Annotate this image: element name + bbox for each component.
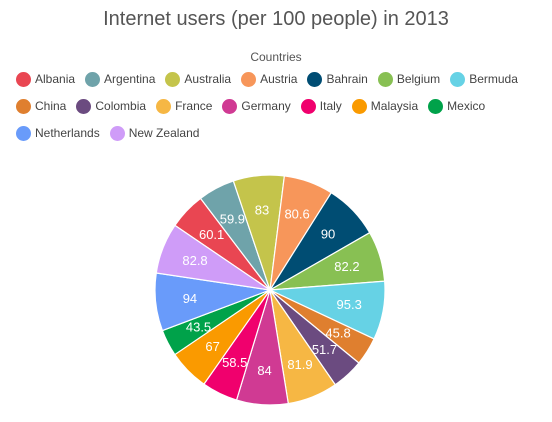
- data-label-netherlands: 94: [183, 291, 197, 306]
- data-label-france: 81.9: [287, 357, 312, 372]
- legend-label-germany: Germany: [241, 99, 291, 113]
- data-label-albania: 60.1: [199, 227, 224, 242]
- legend-label-australia: Australia: [184, 72, 232, 86]
- legend-swatch-australia: [165, 71, 181, 87]
- legend-swatch-mexico: [428, 98, 444, 114]
- data-label-mexico: 43.5: [186, 320, 211, 335]
- legend-label-bahrain: Bahrain: [326, 72, 368, 86]
- legend-item-albania[interactable]: Albania: [16, 68, 75, 90]
- legend-swatch-argentina: [85, 71, 101, 87]
- legend-item-new-zealand[interactable]: New Zealand: [109, 122, 200, 144]
- data-label-austria: 80.6: [284, 207, 309, 222]
- legend-item-australia[interactable]: Australia: [165, 68, 231, 90]
- legend-label-netherlands: Netherlands: [35, 126, 100, 140]
- data-label-bahrain: 90: [321, 227, 335, 242]
- legend-item-italy[interactable]: Italy: [300, 95, 342, 117]
- legend-label-france: France: [175, 99, 213, 113]
- legend-item-france[interactable]: France: [156, 95, 212, 117]
- data-label-new-zealand: 82.8: [182, 253, 207, 268]
- pie-slice-new-zealand[interactable]: [155, 224, 271, 291]
- legend-swatch-malaysia: [351, 98, 367, 114]
- legend-label-china: China: [35, 99, 67, 113]
- data-label-italy: 58.5: [222, 355, 247, 370]
- data-label-germany: 84: [257, 363, 271, 378]
- chart-title: Internet users (per 100 people) in 2013: [103, 8, 449, 30]
- legend-label-austria: Austria: [260, 72, 298, 86]
- legend-label-belgium: Belgium: [396, 72, 441, 86]
- data-label-belgium: 82.2: [334, 259, 359, 274]
- legend-label-new-zealand: New Zealand: [128, 126, 200, 140]
- legend-item-austria[interactable]: Austria: [241, 68, 297, 90]
- legend-swatch-belgium: [377, 71, 393, 87]
- legend-label-malaysia: Malaysia: [370, 99, 419, 113]
- legend-swatch-italy: [300, 98, 316, 114]
- legend-swatch-albania: [16, 71, 31, 87]
- legend-item-china[interactable]: China: [16, 95, 66, 117]
- legend-item-bermuda[interactable]: Bermuda: [450, 68, 518, 90]
- legend-swatch-new-zealand: [109, 125, 125, 141]
- legend-swatch-austria: [241, 71, 257, 87]
- legend-swatch-colombia: [76, 98, 92, 114]
- data-label-china: 45.8: [325, 326, 350, 341]
- legend-swatch-bahrain: [307, 71, 323, 87]
- legend-swatch-netherlands: [16, 125, 31, 141]
- legend-item-argentina[interactable]: Argentina: [85, 68, 155, 90]
- legend-label-colombia: Colombia: [95, 99, 147, 113]
- data-label-colombia: 51.7: [312, 342, 337, 357]
- legend-label-mexico: Mexico: [447, 99, 486, 113]
- legend-swatch-bermuda: [450, 71, 466, 87]
- legend: Albania Argentina Australia Austria Bahrain B…: [16, 68, 552, 144]
- legend-label-bermuda: Bermuda: [469, 72, 518, 86]
- legend-item-belgium[interactable]: Belgium: [377, 68, 441, 90]
- legend-item-mexico[interactable]: Mexico: [428, 95, 485, 117]
- legend-item-germany[interactable]: Germany: [222, 95, 291, 117]
- data-label-argentina: 59.9: [220, 211, 245, 226]
- legend-item-colombia[interactable]: Colombia: [76, 95, 146, 117]
- legend-label-albania: Albania: [35, 72, 76, 86]
- legend-swatch-germany: [222, 98, 238, 114]
- legend-label-argentina: Argentina: [104, 72, 156, 86]
- legend-item-netherlands[interactable]: Netherlands: [16, 122, 100, 144]
- legend-swatch-china: [16, 98, 31, 114]
- legend-title: Countries: [250, 50, 302, 64]
- legend-label-italy: Italy: [319, 99, 342, 113]
- data-label-australia: 83: [255, 202, 269, 217]
- data-label-bermuda: 95.3: [337, 297, 362, 312]
- legend-item-malaysia[interactable]: Malaysia: [351, 95, 419, 117]
- legend-item-bahrain[interactable]: Bahrain: [307, 68, 368, 90]
- data-label-malaysia: 67: [205, 339, 219, 354]
- legend-swatch-france: [156, 98, 172, 114]
